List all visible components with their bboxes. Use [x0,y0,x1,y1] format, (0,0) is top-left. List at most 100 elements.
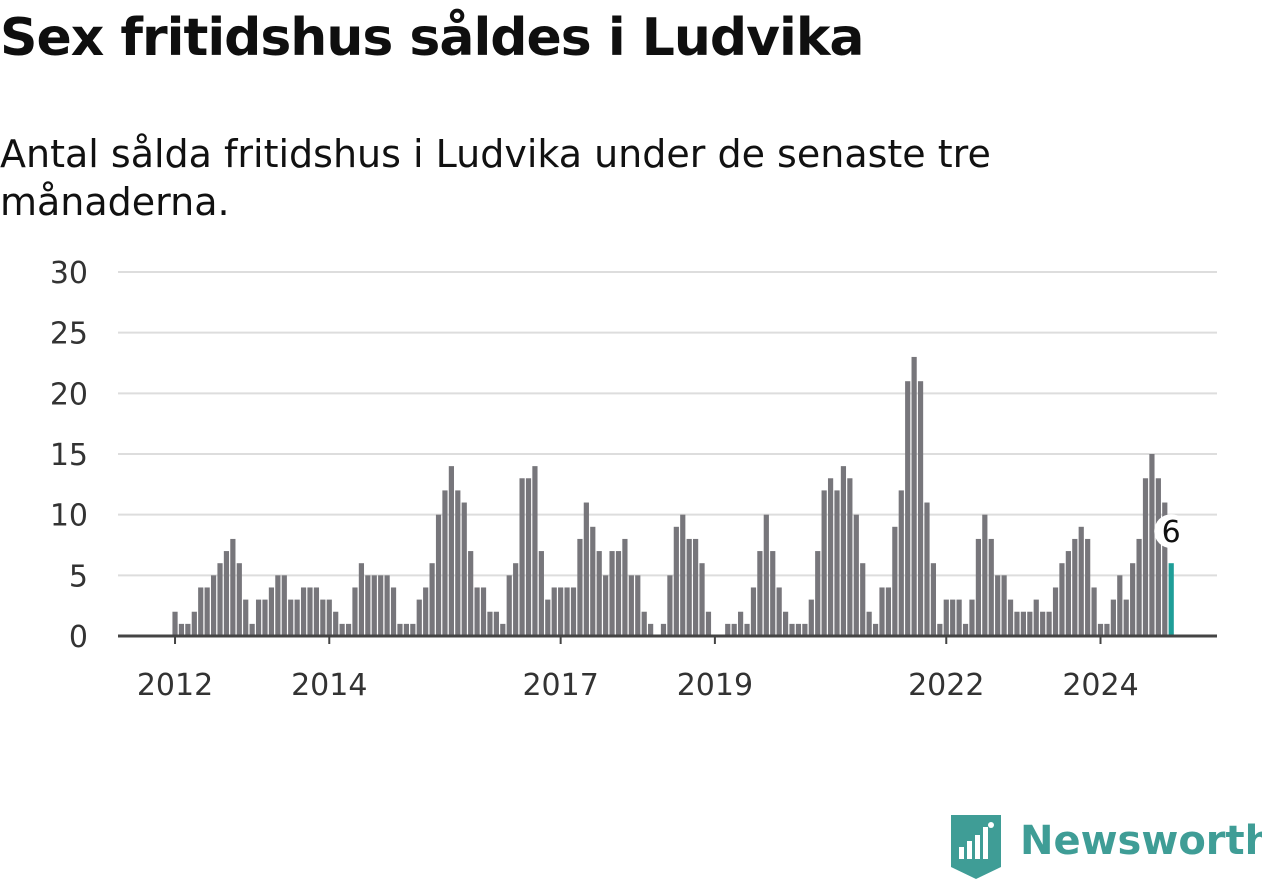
bar [442,490,448,636]
bar [1072,538,1078,636]
bar [538,551,544,636]
bar [519,478,525,636]
bar [898,490,904,636]
bar [975,538,981,636]
bar [1078,526,1084,636]
x-axis-ticks: 2012 2014 2017 2019 2022 2024 [137,636,1139,700]
bar [615,551,622,636]
bar [320,599,326,636]
bar [468,551,474,636]
bar [937,623,943,636]
bar [1046,611,1052,636]
bar [1001,575,1007,636]
bar [776,587,782,636]
bar [487,611,493,636]
bar [770,551,776,636]
bar [1007,599,1014,636]
bar [667,575,673,636]
bar [911,356,917,636]
bar [917,381,924,636]
bar [750,587,757,636]
bar [680,514,686,636]
bar [480,587,487,636]
bar [474,587,480,636]
bar [313,587,320,636]
bar [358,563,365,636]
bar [583,502,589,636]
bar [943,599,949,636]
bar [545,599,551,636]
annotation-label: 6 [1162,515,1181,550]
bar [1104,623,1110,636]
y-axis-ticks: 0 5 10 15 20 25 30 [50,256,88,655]
bar [763,514,769,636]
bar [628,575,634,636]
y-tick-label: 25 [50,317,88,352]
bar [1065,551,1071,636]
y-tick-label: 15 [50,438,88,473]
bar [307,587,313,636]
x-tick-label: 2022 [908,668,984,700]
y-tick-label: 30 [50,256,88,291]
newsworthy-logo-icon [951,815,1001,879]
bar [731,623,737,636]
bar [866,611,872,636]
chart-title: Sex fritidshus såldes i Ludvika [0,8,865,68]
bar [879,587,885,636]
bar [506,575,512,636]
bar [532,466,538,636]
bar [185,623,191,636]
bar [500,623,506,636]
y-tick-label: 0 [69,620,88,655]
bar [178,623,185,636]
bars [172,356,1174,636]
bar [930,563,937,636]
bar [821,490,827,636]
grid-lines [118,271,1217,577]
bar [410,623,416,636]
bar [660,623,667,636]
y-tick-label: 10 [50,499,88,534]
bar [1142,478,1149,636]
bar [1040,611,1046,636]
bar [455,490,461,636]
bar [268,587,275,636]
bar [448,466,454,636]
bar [558,587,564,636]
bar [294,599,300,636]
bar [1097,623,1104,636]
bar [962,623,969,636]
bar [326,599,332,636]
bar [172,611,178,636]
bar [262,599,268,636]
bar [423,587,429,636]
bar [577,538,583,636]
annotation-bubble [1154,514,1189,549]
bar [744,623,750,636]
bar [782,611,789,636]
bar [860,563,866,636]
x-tick-label: 2017 [522,668,598,700]
x-tick-label: 2012 [137,668,213,700]
bar [198,587,204,636]
bar [609,551,615,636]
bar [249,623,255,636]
chart-subtitle: Antal sålda fritidshus i Ludvika under d… [0,132,991,224]
bar [885,587,892,636]
bar [995,575,1001,636]
bar [853,514,859,636]
bar [590,526,596,636]
bar [210,575,217,636]
bar [1110,599,1116,636]
bar [622,538,628,636]
bar [416,599,422,636]
bar [1027,611,1033,636]
bar [840,466,847,636]
bar [570,587,577,636]
bar [603,575,609,636]
bar [1130,563,1136,636]
x-tick-label: 2024 [1062,668,1138,700]
bar [892,526,898,636]
highlight-annotation: 6 [1154,514,1189,550]
bar [1014,611,1020,636]
